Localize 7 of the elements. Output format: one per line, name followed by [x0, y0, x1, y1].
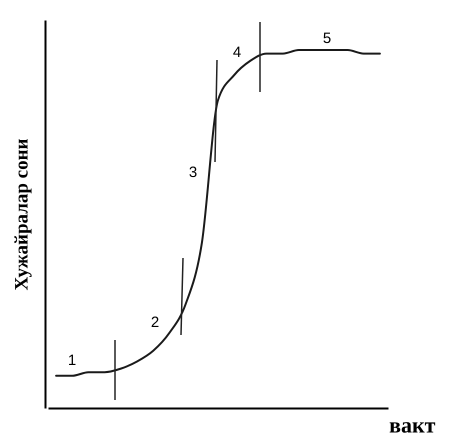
- annotation: 4: [232, 44, 242, 61]
- text: 5: [322, 30, 332, 47]
- annotation: 3: [188, 164, 198, 181]
- annotation: 1: [68, 352, 76, 369]
- y-axis-title: Хужайралар сони: [12, 138, 32, 291]
- x-axis-title: вакт: [389, 412, 436, 438]
- annotation: 2: [150, 314, 160, 331]
